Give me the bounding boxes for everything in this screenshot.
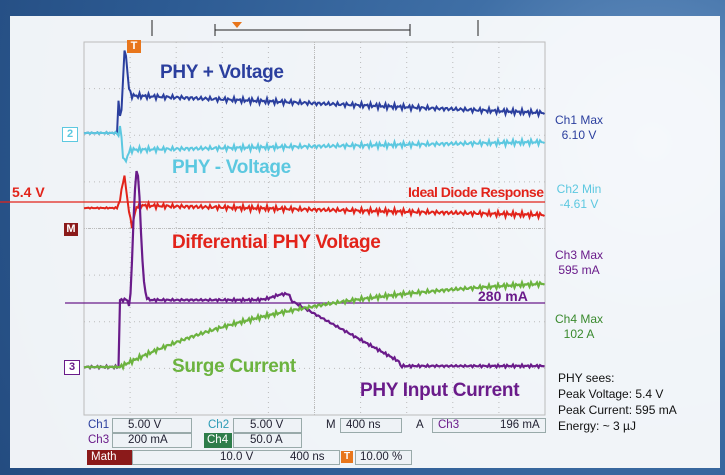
status-box [233,433,302,448]
status-text: Ch3 [88,434,110,446]
status-text: 10.00 % [360,451,403,463]
status-text: Ch3 [438,419,460,431]
label: PHY - Voltage [172,157,291,178]
readout: Ch4 Max 102 A [534,312,624,342]
label: 5.4 V [12,184,45,200]
label: 280 mA [478,288,528,304]
readout: Ch1 Max 6.10 V [534,113,624,143]
label: PHY + Voltage [160,62,284,83]
ch2-marker: 2 [62,127,78,142]
trace [83,170,545,371]
status-text: 400 ns [346,419,381,431]
trace [83,279,545,371]
readout: Ch3 Max 595 mA [534,248,624,278]
grid [83,41,546,416]
math-marker: M [64,223,78,236]
summary-line: Energy: ~ 3 µJ [558,419,636,433]
readout-label: Ch1 Max [554,113,604,127]
readout-value: 6.10 V [561,128,597,142]
status-box [432,418,546,433]
ch3-marker: 3 [64,360,80,375]
label: Differential PHY Voltage [172,232,381,253]
status-box [132,450,340,465]
readout-value: 102 A [563,327,595,341]
status-text: 200 mA [128,434,168,446]
readout-value: 595 mA [558,263,600,277]
top-markers [151,20,479,36]
readout-label: Ch3 Max [554,248,604,262]
status-text: Ch4 [207,434,229,446]
trigger-marker: T [127,40,141,53]
trace [83,125,545,164]
status-box [355,450,412,465]
status-box [112,418,192,433]
readout-value: -4.61 V [559,197,599,211]
readout: Ch2 Min -4.61 V [534,182,624,212]
traces [0,50,546,371]
status-box [204,433,232,448]
status-text: A [416,419,424,431]
status-text: 10.0 V [220,451,254,463]
trace [83,50,546,136]
status-text: 50.0 A [250,434,283,446]
status-text: 5.00 V [250,419,284,431]
status-text: 5.00 V [128,419,162,431]
status-text: 196 mA [500,419,540,431]
scope-panel [10,16,720,468]
summary-title: PHY sees: [558,371,615,385]
summary-line: Peak Voltage: 5.4 V [558,387,664,401]
status-box [112,433,192,448]
label: Surge Current [172,356,296,377]
trace [83,175,545,229]
status-text: Math [91,451,117,463]
readout-label: Ch2 Min [556,182,602,196]
label: PHY Input Current [360,380,520,401]
status-box [87,450,132,465]
label: Ideal Diode Response [408,184,544,200]
status-text: 400 ns [290,451,325,463]
trigger-icon: T [341,451,353,463]
status-text: Ch1 [88,419,110,431]
status-box [233,418,302,433]
status-text: M [326,419,336,431]
status-box [340,418,402,433]
summary-line: Peak Current: 595 mA [558,403,677,417]
readout-label: Ch4 Max [554,312,604,326]
summary: PHY sees: Peak Voltage: 5.4 V Peak Curre… [558,370,677,434]
status-text: Ch2 [208,419,230,431]
